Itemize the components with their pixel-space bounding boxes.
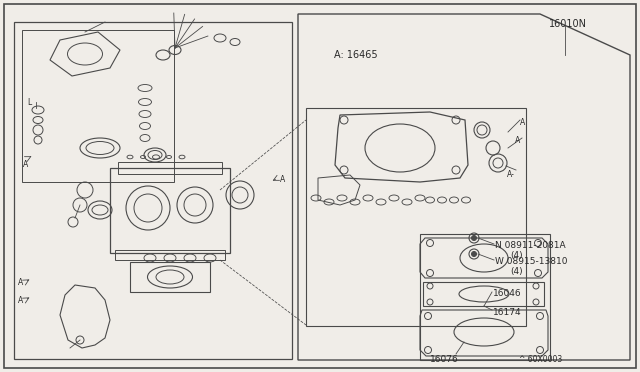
Bar <box>306 108 526 326</box>
Text: A: A <box>515 136 520 145</box>
Text: W 08915-13810: W 08915-13810 <box>495 257 568 266</box>
Bar <box>110 168 230 253</box>
Text: A: A <box>18 278 23 287</box>
Text: 16174: 16174 <box>493 308 522 317</box>
Text: 16046: 16046 <box>493 289 522 298</box>
Text: A: A <box>23 160 28 169</box>
Text: N 08911-2081A: N 08911-2081A <box>495 241 566 250</box>
Text: (4): (4) <box>510 251 523 260</box>
Text: A-: A- <box>507 170 515 179</box>
Text: (4): (4) <box>510 267 523 276</box>
Text: L: L <box>27 98 31 107</box>
Bar <box>118 162 222 174</box>
Bar <box>420 234 550 360</box>
Text: A: A <box>520 118 525 127</box>
Text: ^ 60X0003: ^ 60X0003 <box>519 355 563 364</box>
Bar <box>130 262 210 292</box>
Text: A: A <box>18 296 23 305</box>
Text: 16010N: 16010N <box>549 19 587 29</box>
Text: A: A <box>280 175 285 184</box>
Bar <box>115 250 225 260</box>
Circle shape <box>472 251 477 257</box>
Text: 16076: 16076 <box>430 355 459 364</box>
Circle shape <box>472 235 477 241</box>
Bar <box>14 22 292 359</box>
Bar <box>22 30 174 182</box>
Text: A: 16465: A: 16465 <box>334 50 378 60</box>
